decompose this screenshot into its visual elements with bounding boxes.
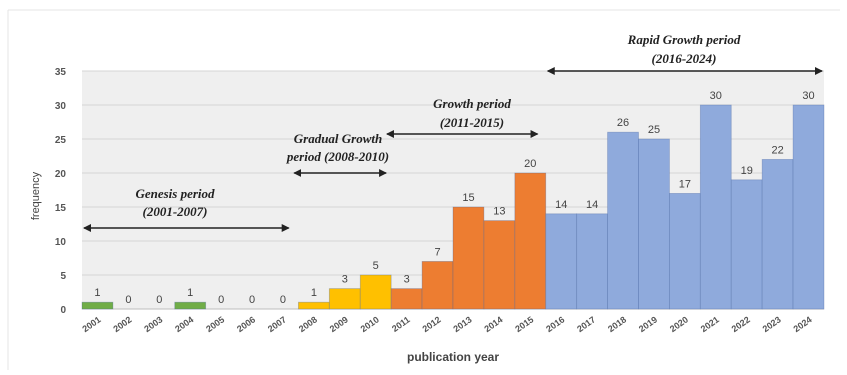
period-label-line1: Gradual Growth <box>294 131 383 146</box>
y-axis: 0 5 10 15 20 25 30 35 <box>55 67 67 316</box>
data-label: 0 <box>156 294 162 306</box>
data-label: 30 <box>710 90 722 102</box>
data-label: 20 <box>524 158 536 170</box>
data-label: 1 <box>94 287 100 299</box>
data-label: 0 <box>218 294 224 306</box>
data-label: 22 <box>772 144 784 156</box>
y-tick-label: 15 <box>55 203 67 214</box>
y-tick-label: 0 <box>60 305 66 316</box>
period-annotations: Genesis period (2001-2007) Gradual Growth p… <box>83 32 823 232</box>
bar <box>359 274 392 310</box>
data-label: 14 <box>555 199 567 211</box>
period-label-line2: (2011-2015) <box>440 115 504 130</box>
y-tick-label: 25 <box>55 135 67 146</box>
data-label: 14 <box>586 199 598 211</box>
bar <box>514 172 547 310</box>
bar <box>174 301 207 310</box>
bar <box>669 192 701 310</box>
data-label: 0 <box>249 294 255 306</box>
bar <box>298 301 330 310</box>
data-label: 3 <box>342 274 348 286</box>
y-tick-label: 20 <box>55 169 67 180</box>
data-label: 0 <box>280 294 286 306</box>
data-label: 15 <box>462 192 474 204</box>
y-tick-label: 10 <box>55 237 67 248</box>
data-label: 17 <box>679 178 691 190</box>
period-label-line1: Growth period <box>433 96 511 111</box>
data-label: 5 <box>373 260 379 272</box>
data-label: 1 <box>187 287 193 299</box>
data-label: 0 <box>125 294 131 306</box>
data-label: 3 <box>404 274 410 286</box>
bar <box>638 138 670 310</box>
bar <box>607 131 639 310</box>
period-label-line1: Rapid Growth period <box>627 32 741 47</box>
bar <box>699 104 732 310</box>
y-tick-label: 35 <box>55 67 67 78</box>
bars <box>81 104 825 310</box>
period-label-line2: period (2008-2010) <box>286 149 389 164</box>
bar <box>421 260 454 310</box>
bar <box>390 288 423 310</box>
data-label: 7 <box>434 246 440 258</box>
y-tick-label: 5 <box>60 271 66 282</box>
bar <box>576 213 608 310</box>
bar <box>792 104 825 310</box>
data-label: 30 <box>802 90 814 102</box>
period-label-line2: (2001-2007) <box>143 204 208 219</box>
bar <box>761 158 794 310</box>
data-label: 19 <box>741 165 753 177</box>
bar <box>483 220 516 310</box>
bar <box>730 179 763 310</box>
period-label-line2: (2016-2024) <box>652 51 717 66</box>
data-label: 26 <box>617 117 629 129</box>
data-label: 1 <box>311 287 317 299</box>
period-label-line1: Genesis period <box>135 186 215 201</box>
y-tick-label: 30 <box>55 101 67 112</box>
y-axis-title: frequency <box>30 171 42 220</box>
data-label: 25 <box>648 124 660 136</box>
bar <box>328 288 361 310</box>
data-label: 13 <box>493 206 505 218</box>
bar <box>545 213 578 310</box>
bar <box>452 206 485 310</box>
x-axis-title: publication year <box>407 350 499 364</box>
bar <box>81 301 114 310</box>
